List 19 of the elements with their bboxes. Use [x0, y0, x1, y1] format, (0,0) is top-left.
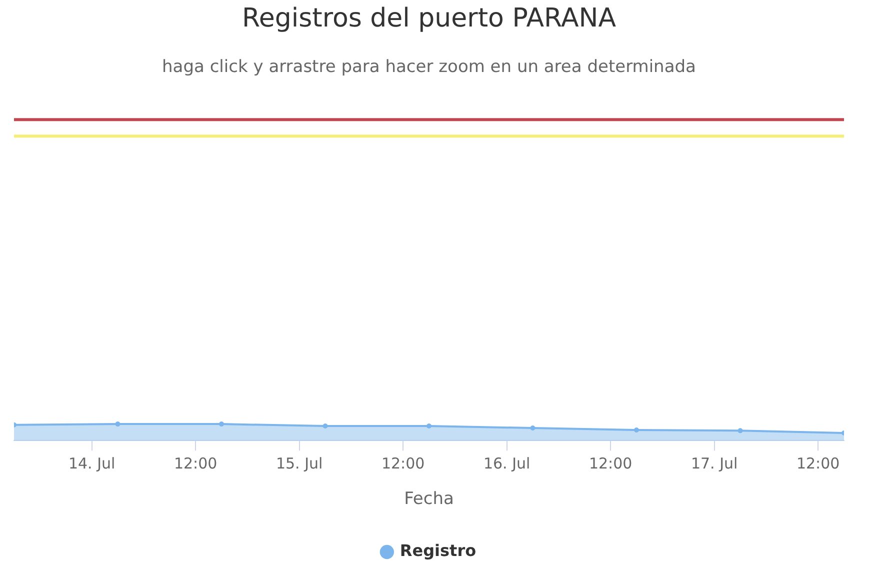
point [115, 422, 120, 427]
point [426, 424, 432, 429]
chart-subtitle: haga click y arrastre para hacer zoom en un area determinada [162, 56, 696, 77]
x-axis-title: Fecha [404, 489, 454, 510]
x-tick-label: 17. Jul [690, 454, 738, 472]
point [219, 422, 224, 427]
x-tick-label: 12:00 [381, 454, 425, 472]
x-tick-label: 12:00 [174, 454, 218, 472]
x-tick-label: 16. Jul [483, 454, 530, 472]
point [530, 426, 536, 431]
point [634, 428, 639, 433]
legend-label: Registro [400, 541, 476, 560]
point [738, 428, 743, 434]
x-tick-label: 12:00 [796, 454, 840, 472]
x-tick-label: 12:00 [588, 454, 632, 472]
point [322, 424, 328, 429]
x-tick-label: 14. Jul [68, 454, 116, 472]
chart-title: Registros del puerto PARANA [242, 3, 616, 34]
x-tick-label: 15. Jul [276, 454, 323, 472]
